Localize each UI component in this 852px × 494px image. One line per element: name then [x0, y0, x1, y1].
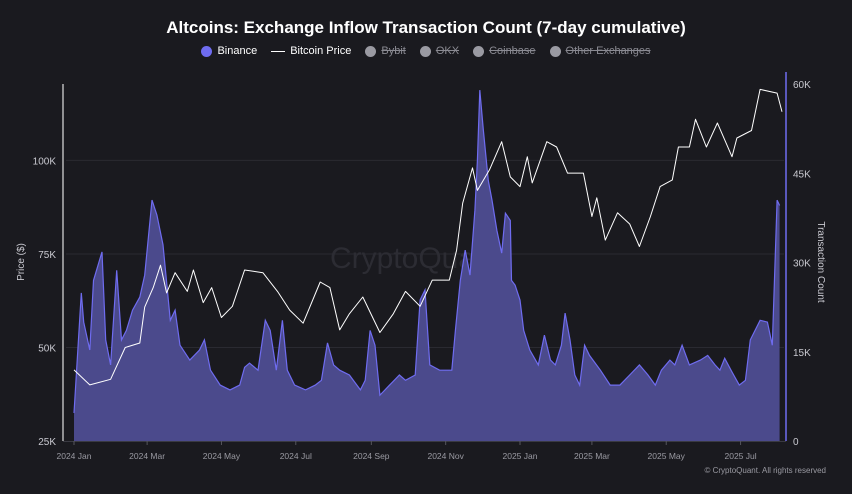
- x-tick-label: 2025 Jul: [724, 451, 756, 461]
- legend-label: OKX: [435, 45, 460, 57]
- x-tick-label: 2025 May: [648, 451, 686, 461]
- legend-label: Binance: [217, 45, 258, 57]
- y-right-tick-label: 0: [793, 437, 799, 448]
- legend-item-other-exchanges[interactable]: Other Exchanges: [549, 45, 651, 57]
- legend-item-binance[interactable]: Binance: [201, 45, 257, 57]
- x-tick-label: 2025 Jan: [503, 451, 538, 461]
- legend-item-bybit[interactable]: Bybit: [365, 45, 406, 57]
- x-tick-label: 2024 Nov: [427, 451, 464, 461]
- legend-dot-icon: [201, 45, 213, 57]
- legend-item-okx[interactable]: OKX: [419, 45, 460, 57]
- y-right-tick-label: 30K: [793, 259, 811, 270]
- binance-area: [74, 90, 780, 441]
- y-left-tick-label: 50K: [38, 343, 56, 354]
- x-tick-label: 2024 Jan: [57, 451, 92, 461]
- y-left-tick-label: 100K: [33, 156, 57, 167]
- x-tick-label: 2025 Mar: [574, 451, 610, 461]
- bitcoin-price-line: [73, 88, 783, 386]
- legend-line-icon: [271, 50, 286, 52]
- legend-dot-icon: [419, 45, 431, 57]
- copyright-credit: © CryptoQuant. All rights reserved: [704, 466, 827, 475]
- legend-dot-icon: [365, 45, 377, 57]
- legend: Binance Bitcoin Price Bybit OKX Coinbase Othe…: [0, 45, 852, 57]
- x-tick-label: 2024 Mar: [129, 451, 165, 461]
- binance-line: [73, 90, 781, 414]
- legend-label: Bitcoin Price: [290, 45, 352, 57]
- x-tick-label: 2024 Jul: [280, 451, 312, 461]
- legend-dot-icon: [473, 45, 485, 57]
- legend-label: Bybit: [381, 45, 406, 57]
- legend-item-bitcoin-price[interactable]: Bitcoin Price: [271, 45, 351, 57]
- y-right-tick-label: 45K: [793, 169, 811, 180]
- y-right-tick-label: 60K: [793, 80, 811, 91]
- chart-title: Altcoins: Exchange Inflow Transaction Co…: [166, 18, 686, 37]
- y-right-axis-label: Transaction Count: [815, 221, 826, 303]
- legend-item-coinbase[interactable]: Coinbase: [473, 45, 536, 57]
- y-right-tick-label: 15K: [793, 348, 811, 359]
- legend-label: Coinbase: [489, 45, 536, 57]
- x-tick-label: 2024 Sep: [353, 451, 390, 461]
- y-left-axis-label: Price ($): [16, 243, 27, 281]
- legend-dot-icon: [549, 45, 561, 57]
- legend-label: Other Exchanges: [565, 45, 651, 57]
- x-tick-label: 2024 May: [203, 451, 241, 461]
- y-left-tick-label: 75K: [38, 250, 56, 261]
- y-left-tick-label: 25K: [38, 437, 56, 448]
